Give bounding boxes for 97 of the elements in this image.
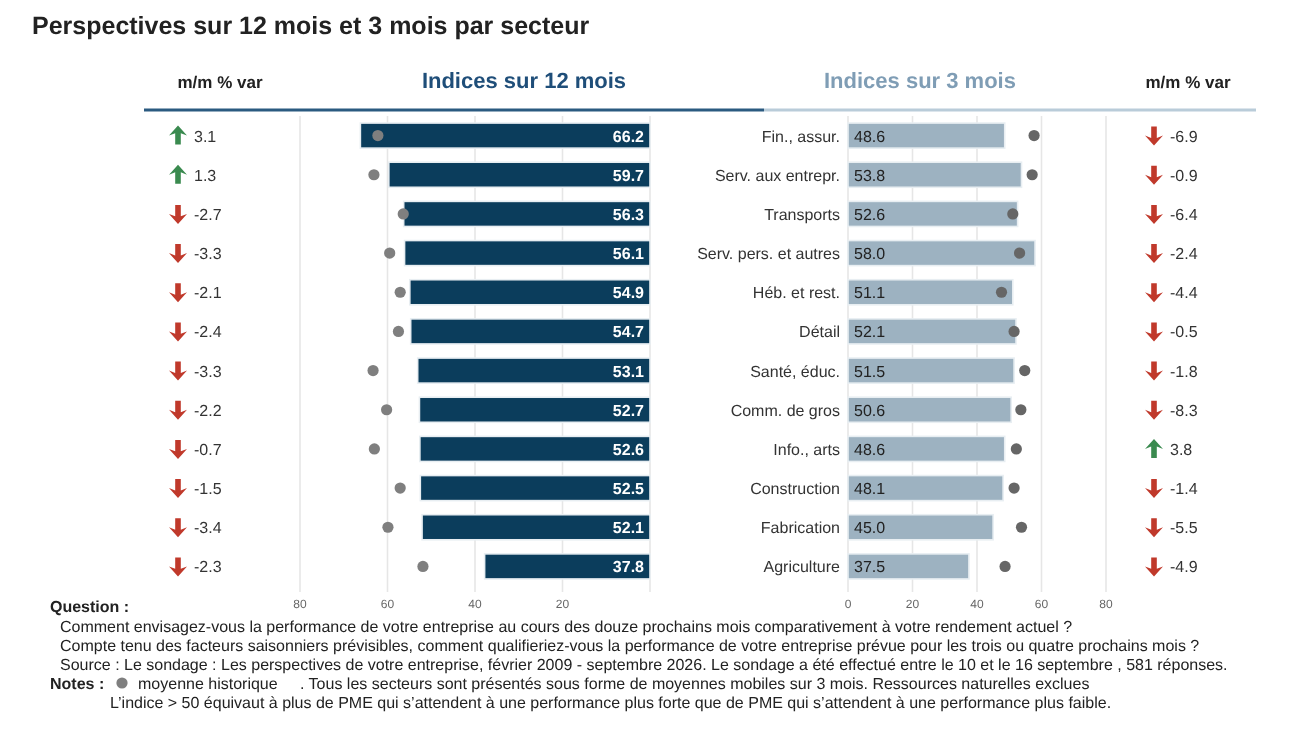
point bbox=[397, 208, 409, 220]
data-label: -0.5 bbox=[1170, 323, 1199, 342]
data-label: 51.5 bbox=[854, 362, 887, 381]
data-label: 53.1 bbox=[612, 362, 646, 381]
y-tick-label: Fin., assur. bbox=[761, 127, 840, 146]
text: Comment envisagez-vous la performance de votre entreprise au cours des douze prochains mois comparativement à votre rendement actuel ? bbox=[60, 618, 1074, 636]
point bbox=[382, 521, 394, 533]
point bbox=[1019, 364, 1031, 377]
point bbox=[367, 364, 379, 377]
data-label: 45.0 bbox=[854, 519, 887, 538]
data-label: -0.9 bbox=[1170, 166, 1199, 185]
data-label: -1.4 bbox=[1170, 480, 1199, 499]
data-label: 52.6 bbox=[854, 205, 887, 224]
legend-label: moyenne historique bbox=[138, 675, 279, 693]
data-label: 1.3 bbox=[194, 166, 218, 185]
y-tick-label: Comm. de gros bbox=[730, 401, 840, 420]
data-label: 48.6 bbox=[854, 440, 887, 459]
point bbox=[1015, 404, 1027, 416]
data-label: 52.1 bbox=[612, 519, 646, 538]
y-tick-label: Transports bbox=[764, 205, 840, 224]
data-label: -2.4 bbox=[194, 323, 223, 342]
data-label: 56.1 bbox=[612, 245, 646, 264]
text: . Tous les secteurs sont présentés sous forme de moyennes mobiles sur 3 mois. Ressources naturelles exclues bbox=[300, 675, 1090, 693]
source-note: Source : Le sondage : Les perspectives de votre entreprise, février 2009 - septembre 2026. Le sondage a été effectué entre le 10 et le 16 septembre , 581 réponses. bbox=[60, 656, 1228, 674]
data-label: -0.7 bbox=[194, 440, 223, 459]
point bbox=[384, 247, 396, 259]
point bbox=[1008, 325, 1020, 338]
data-label: 53.8 bbox=[854, 166, 887, 185]
text: Question : bbox=[50, 598, 130, 616]
data-label: 50.6 bbox=[854, 401, 887, 420]
point bbox=[999, 560, 1011, 573]
text: L’indice > 50 équivaut à plus de PME qui s’attendent à une performance plus forte que de PME qui s’attendent à une performance plus faible. bbox=[110, 694, 1112, 712]
data-label: -4.9 bbox=[1170, 558, 1199, 577]
text: Perspectives sur 12 mois et 3 mois par secteur bbox=[32, 12, 590, 40]
chart-title: Indices sur 3 mois bbox=[824, 70, 1016, 94]
point bbox=[394, 286, 406, 298]
y-tick-label: Serv. pers. et autres bbox=[697, 245, 840, 264]
text: Notes : bbox=[50, 675, 105, 693]
point bbox=[1010, 443, 1022, 455]
data-label: 52.1 bbox=[854, 323, 887, 342]
data-label: 3.1 bbox=[194, 127, 218, 146]
point bbox=[381, 404, 393, 416]
point bbox=[1008, 482, 1020, 494]
point bbox=[372, 129, 384, 142]
data-label: 48.6 bbox=[854, 127, 887, 146]
y-tick-label: Agriculture bbox=[763, 558, 842, 577]
data-label: -5.5 bbox=[1170, 519, 1199, 538]
y-tick-label: Construction bbox=[750, 480, 840, 499]
text: m/m % var bbox=[177, 72, 264, 92]
point bbox=[1026, 169, 1038, 181]
data-label: 59.7 bbox=[612, 166, 646, 185]
chart-title: Indices sur 12 mois bbox=[421, 70, 627, 94]
data-label: -4.4 bbox=[1170, 284, 1199, 303]
data-label: 54.7 bbox=[612, 323, 646, 342]
data-label: -6.4 bbox=[1170, 205, 1199, 224]
text: Compte tenu des facteurs saisonniers prévisibles, comment qualifieriez-vous la performance de votre entreprise prévue pour les trois ou quatre prochains mois ? bbox=[60, 637, 1201, 655]
data-label: -8.3 bbox=[1170, 401, 1199, 420]
data-label: -2.3 bbox=[194, 558, 223, 577]
data-label: 54.9 bbox=[612, 284, 646, 303]
point bbox=[1013, 247, 1026, 259]
point bbox=[392, 325, 405, 338]
point bbox=[995, 286, 1008, 298]
point bbox=[1028, 129, 1040, 142]
y-tick-label: Info., arts bbox=[773, 440, 840, 459]
data-label: -2.2 bbox=[194, 401, 223, 420]
data-label: 52.5 bbox=[612, 480, 646, 499]
y-tick-label: Serv. aux entrepr. bbox=[714, 166, 840, 185]
point bbox=[394, 482, 406, 494]
data-label: 37.5 bbox=[854, 558, 887, 577]
data-label: -3.3 bbox=[194, 245, 223, 264]
point bbox=[368, 443, 380, 455]
data-label: 58.0 bbox=[854, 245, 887, 264]
data-label: -1.8 bbox=[1170, 362, 1199, 381]
data-label: 51.1 bbox=[854, 284, 887, 303]
y-tick-label: Fabrication bbox=[760, 519, 840, 538]
data-label: 37.8 bbox=[612, 558, 646, 577]
point bbox=[368, 169, 380, 181]
point bbox=[417, 560, 429, 573]
data-label: -3.3 bbox=[194, 362, 223, 381]
y-tick-label: Santé, éduc. bbox=[750, 362, 840, 381]
data-label: -3.4 bbox=[194, 519, 223, 538]
data-label: 48.1 bbox=[854, 480, 887, 499]
data-label: -1.5 bbox=[194, 480, 223, 499]
data-label: 52.6 bbox=[612, 440, 646, 459]
data-label: 66.2 bbox=[612, 127, 646, 146]
data-label: -2.7 bbox=[194, 205, 223, 224]
data-label: -6.9 bbox=[1170, 127, 1199, 146]
data-label: -2.4 bbox=[1170, 245, 1199, 264]
data-label: 3.8 bbox=[1170, 440, 1194, 459]
data-label: -2.1 bbox=[194, 284, 223, 303]
y-tick-label: Héb. et rest. bbox=[752, 284, 840, 303]
text: m/m % var bbox=[1145, 72, 1232, 92]
point bbox=[1007, 208, 1019, 220]
data-label: 56.3 bbox=[612, 205, 646, 224]
data-label: 52.7 bbox=[612, 401, 646, 420]
point bbox=[1015, 521, 1028, 533]
y-tick-label: Détail bbox=[799, 323, 841, 342]
